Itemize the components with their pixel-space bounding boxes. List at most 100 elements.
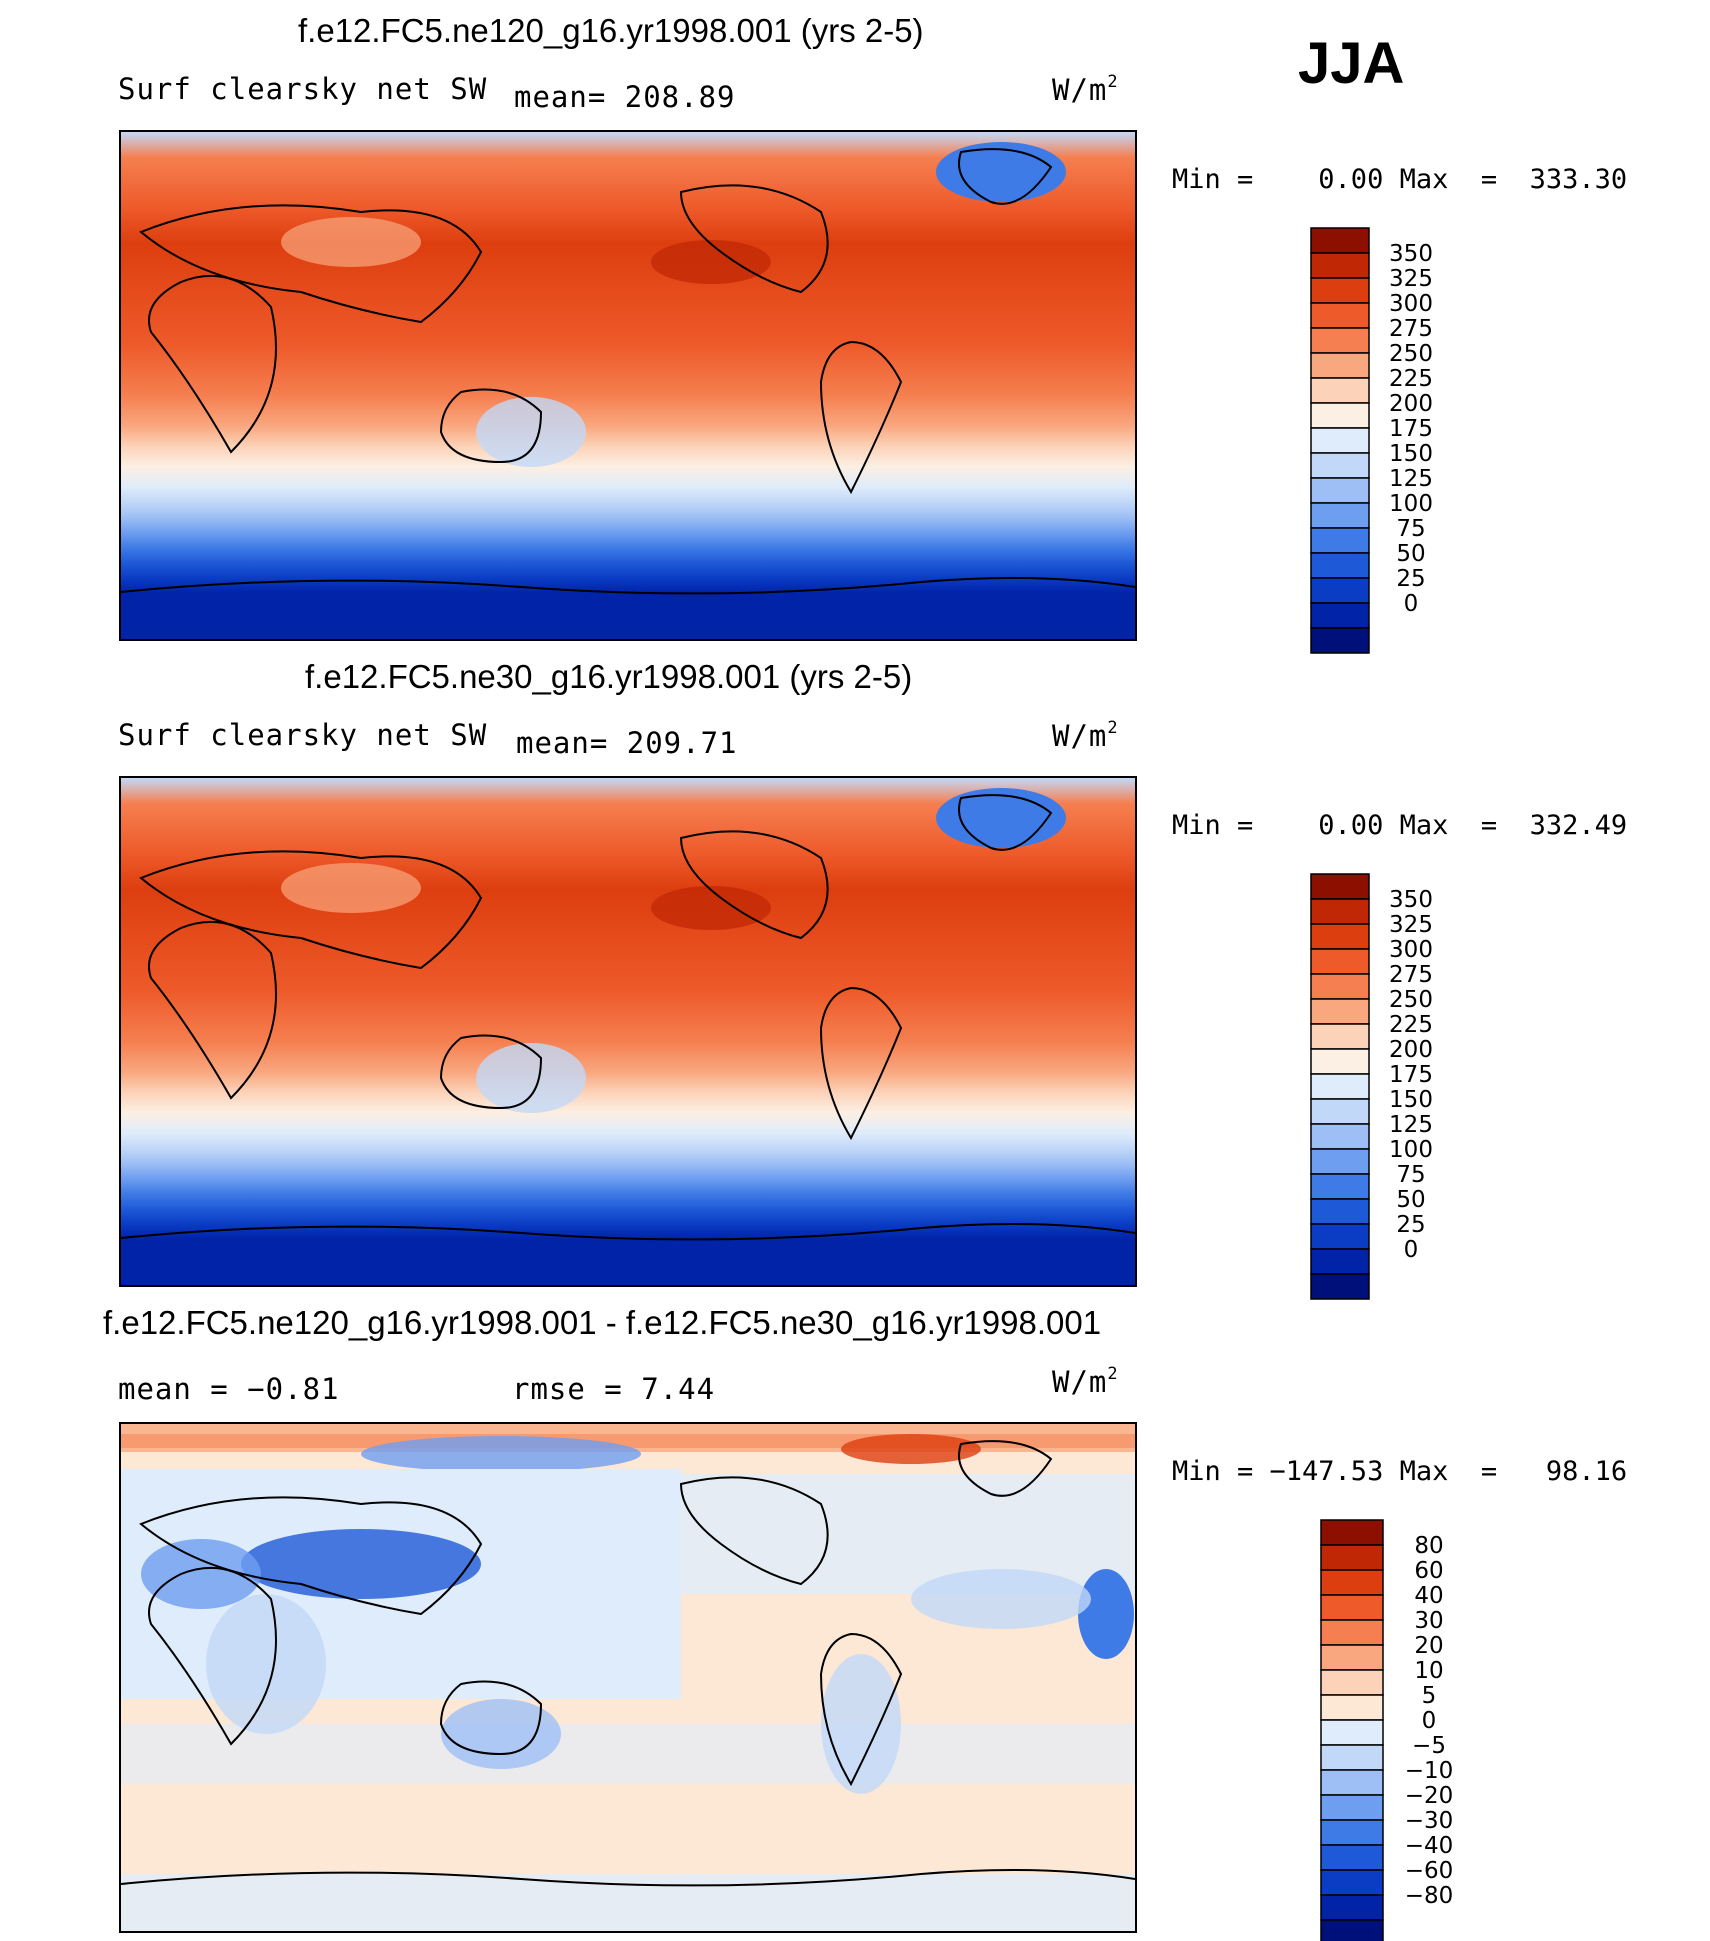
panel3-colorbar-tick-label: −60 xyxy=(1405,1858,1454,1884)
panel2-colorbar-tick-label: 325 xyxy=(1389,912,1433,938)
panel3-colorbar-box xyxy=(1320,1794,1384,1821)
panel2-colorbar-tick-label: 0 xyxy=(1404,1237,1419,1263)
panel1-colorbar-tick-label: 50 xyxy=(1396,541,1425,567)
panel3-colorbar-box xyxy=(1320,1844,1384,1871)
panel2-colorbar: 350 325 300 275 250 225 200 175 150 125 100 75 50 25 0 xyxy=(1310,873,1451,1300)
panel2-colorbar-tick-label: 100 xyxy=(1389,1137,1433,1163)
panel1-colorbar-tick-label: 0 xyxy=(1404,591,1419,617)
panel3-colorbar-tick-label: 10 xyxy=(1414,1658,1443,1684)
panel2-map xyxy=(119,776,1137,1287)
panel2-colorbar-tick-label: 125 xyxy=(1389,1112,1433,1138)
panel1-colorbar-box xyxy=(1310,377,1370,404)
panel2-colorbar-box xyxy=(1310,998,1370,1025)
panel2-colorbar-box xyxy=(1310,1173,1370,1200)
panel3-title: f.e12.FC5.ne120_g16.yr1998.001 - f.e12.F… xyxy=(103,1304,1102,1341)
panel2-colorbar-box xyxy=(1310,873,1370,900)
panel3-colorbar-box xyxy=(1320,1569,1384,1596)
panel1-colorbar-tick-label: 275 xyxy=(1389,316,1433,342)
panel2-colorbar-box xyxy=(1310,1223,1370,1250)
panel3-colorbar: 80 60 40 30 20 10 5 0 −5 −10 −20 −30 −40 −60 −80 xyxy=(1320,1519,1471,1941)
panel3-colorbar-tick-label: −80 xyxy=(1405,1883,1454,1909)
panel1-colorbar-box xyxy=(1310,452,1370,479)
panel2-colorbar-box xyxy=(1310,923,1370,950)
panel2-colorbar-box xyxy=(1310,973,1370,1000)
panel1-max-region xyxy=(651,240,771,284)
panel3-colorbar-tick-label: −5 xyxy=(1412,1733,1446,1759)
panel3-mean-label: mean = −0.81 xyxy=(118,1372,340,1406)
panel3-colorbar-tick-label: 60 xyxy=(1414,1558,1443,1584)
panel2-units-label: W/m2 xyxy=(1052,718,1119,753)
panel3-colorbar-box xyxy=(1320,1719,1384,1746)
panel3-colorbar-box xyxy=(1320,1769,1384,1796)
panel1-colorbar-tick-label: 75 xyxy=(1396,516,1425,542)
panel3-rmse-label: rmse = 7.44 xyxy=(512,1372,716,1406)
panel3-colorbar-tick-label: −30 xyxy=(1405,1808,1454,1834)
panel1-colorbar-box xyxy=(1310,227,1370,254)
panel3-units-label: W/m2 xyxy=(1052,1364,1119,1399)
panel3-colorbar-tick-label: 0 xyxy=(1422,1708,1437,1734)
panel2-colorbar-box xyxy=(1310,1098,1370,1125)
panel2-field xyxy=(121,778,1135,1285)
panel1-colorbar-tick-label: 25 xyxy=(1396,566,1425,592)
panel1-colorbar-box xyxy=(1310,577,1370,604)
panel2-colorbar-tick-label: 200 xyxy=(1389,1037,1433,1063)
panel1-colorbar-box xyxy=(1310,277,1370,304)
panel1-title: f.e12.FC5.ne120_g16.yr1998.001 (yrs 2-5) xyxy=(298,12,924,49)
panel3-colorbar-box xyxy=(1320,1919,1384,1941)
panel2-colorbar-tick-label: 250 xyxy=(1389,987,1433,1013)
panel2-colorbar-box xyxy=(1310,948,1370,975)
panel1-colorbar-box xyxy=(1310,502,1370,529)
panel2-colorbar-tick-label: 50 xyxy=(1396,1187,1425,1213)
panel1-coastlines xyxy=(121,148,1135,595)
panel2-colorbar-box xyxy=(1310,1248,1370,1275)
panel2-colorbar-tick-label: 25 xyxy=(1396,1212,1425,1238)
panel3-colorbar-box xyxy=(1320,1744,1384,1771)
panel3-colorbar-box xyxy=(1320,1694,1384,1721)
panel3-colorbar-tick-label: −40 xyxy=(1405,1833,1454,1859)
panel1-colorbar-tick-label: 175 xyxy=(1389,416,1433,442)
panel1-colorbar-box xyxy=(1310,627,1370,654)
panel3-minmax: Min = −147.53 Max = 98.16 xyxy=(1172,1456,1628,1487)
panel3-colorbar-tick-label: 20 xyxy=(1414,1633,1443,1659)
panel1-minmax: Min = 0.00 Max = 333.30 xyxy=(1172,164,1628,195)
panel3-min-region xyxy=(241,1529,481,1599)
panel2-max-region xyxy=(651,886,771,930)
panel2-colorbar-tick-label: 275 xyxy=(1389,962,1433,988)
panel3-colorbar-tick-label: −10 xyxy=(1405,1758,1454,1784)
panel2-colorbar-box xyxy=(1310,1198,1370,1225)
panel1-colorbar-box xyxy=(1310,602,1370,629)
panel2-colorbar-tick-label: 75 xyxy=(1396,1162,1425,1188)
panel1-colorbar-tick-label: 325 xyxy=(1389,266,1433,292)
panel1-colorbar-tick-label: 250 xyxy=(1389,341,1433,367)
panel1-colorbar-tick-label: 350 xyxy=(1389,241,1433,267)
panel1-field xyxy=(121,132,1135,639)
panel1-colorbar-box xyxy=(1310,552,1370,579)
panel2-title: f.e12.FC5.ne30_g16.yr1998.001 (yrs 2-5) xyxy=(305,658,913,695)
panel3-colorbar-tick-label: 30 xyxy=(1414,1608,1443,1634)
panel1-colorbar-box xyxy=(1310,352,1370,379)
panel3-coastlines xyxy=(121,1440,1135,1887)
panel1-colorbar-box xyxy=(1310,477,1370,504)
panel1-colorbar-box xyxy=(1310,302,1370,329)
panel2-colorbar-box xyxy=(1310,1023,1370,1050)
panel2-colorbar-tick-label: 350 xyxy=(1389,887,1433,913)
panel3-colorbar-box xyxy=(1320,1894,1384,1921)
panel2-colorbar-tick-label: 225 xyxy=(1389,1012,1433,1038)
panel1-colorbar-tick-label: 200 xyxy=(1389,391,1433,417)
panel1-units-label: W/m2 xyxy=(1052,72,1119,107)
panel2-colorbar-tick-label: 175 xyxy=(1389,1062,1433,1088)
panel2-minmax: Min = 0.00 Max = 332.49 xyxy=(1172,810,1628,841)
panel1-colorbar-tick-label: 100 xyxy=(1389,491,1433,517)
panel1-colorbar-tick-label: 300 xyxy=(1389,291,1433,317)
panel1-map xyxy=(119,130,1137,641)
panel3-colorbar-box xyxy=(1320,1619,1384,1646)
panel3-colorbar-tick-label: −20 xyxy=(1405,1783,1454,1809)
panel3-colorbar-box xyxy=(1320,1819,1384,1846)
panel1-colorbar-box xyxy=(1310,252,1370,279)
panel2-colorbar-box xyxy=(1310,1073,1370,1100)
panel1-colorbar-box xyxy=(1310,327,1370,354)
panel2-colorbar-box xyxy=(1310,1048,1370,1075)
panel1-colorbar-box xyxy=(1310,527,1370,554)
panel3-colorbar-box xyxy=(1320,1594,1384,1621)
panel3-map xyxy=(119,1422,1137,1933)
